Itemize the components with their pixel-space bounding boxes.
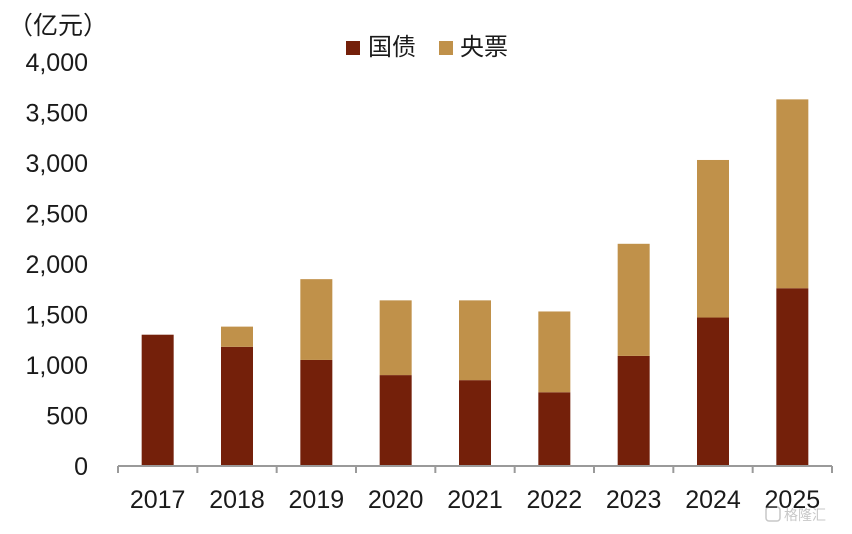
x-tick-label: 2021	[447, 486, 503, 514]
x-tick-label: 2018	[209, 486, 265, 514]
bar-2021-guozhai	[459, 380, 491, 466]
y-tick-label: 4,000	[25, 49, 88, 77]
bars	[141, 99, 809, 466]
y-tick-label: 1,500	[25, 302, 88, 330]
x-tick-label: 2020	[368, 486, 424, 514]
bar-2022-yangpiao	[538, 311, 571, 393]
y-tick-label: 3,000	[25, 150, 88, 178]
bar-2023-guozhai	[617, 355, 650, 466]
legend-label-guozhai: 国债	[368, 34, 416, 61]
y-tick-label: 0	[74, 453, 88, 481]
bar-2024-guozhai	[697, 317, 729, 466]
y-axis-tick-labels: 0 500 1,000 1,500 2,000 2,500 3,000 3,500 4,000	[25, 49, 88, 481]
x-tick-label: 2024	[685, 486, 741, 514]
x-axis-tick-labels: 2017 2018 2019 2020 2021 2022 2023 2024 2025	[130, 486, 820, 514]
watermark-logo-icon	[765, 506, 781, 522]
legend-label-yangpiao: 央票	[460, 34, 508, 61]
x-tick-label: 2017	[130, 486, 186, 514]
bar-2018-yangpiao	[221, 326, 253, 347]
bar-2023-yangpiao	[617, 243, 650, 356]
legend-swatch-guozhai	[346, 41, 360, 55]
y-tick-label: 3,500	[25, 100, 88, 128]
x-tick-label: 2025	[765, 486, 821, 514]
x-tick-label: 2022	[527, 486, 583, 514]
bar-2025-guozhai	[776, 288, 809, 466]
y-axis-unit-label: （亿元）	[8, 12, 108, 40]
bar-2022-guozhai	[538, 392, 571, 466]
bar-2025-yangpiao	[776, 99, 809, 289]
bar-2017-guozhai	[141, 334, 174, 466]
watermark-text: 格隆汇	[784, 507, 826, 523]
watermark: 格隆汇	[765, 506, 826, 523]
x-tick-label: 2019	[289, 486, 345, 514]
y-tick-label: 2,500	[25, 201, 88, 229]
y-tick-label: 500	[46, 403, 88, 431]
bar-2019-guozhai	[300, 359, 333, 466]
bar-2019-yangpiao	[300, 279, 333, 360]
bar-2024-yangpiao	[697, 159, 729, 318]
legend-swatch-yangpiao	[439, 41, 453, 55]
y-tick-label: 2,000	[25, 251, 88, 279]
x-axis	[117, 465, 833, 473]
x-tick-label: 2023	[606, 486, 662, 514]
legend: 国债 央票	[346, 34, 508, 61]
bar-2020-yangpiao	[379, 300, 412, 376]
bar-2018-guozhai	[221, 346, 253, 466]
y-tick-label: 1,000	[25, 352, 88, 380]
bar-2021-yangpiao	[459, 300, 491, 381]
bar-2020-guozhai	[379, 375, 412, 466]
